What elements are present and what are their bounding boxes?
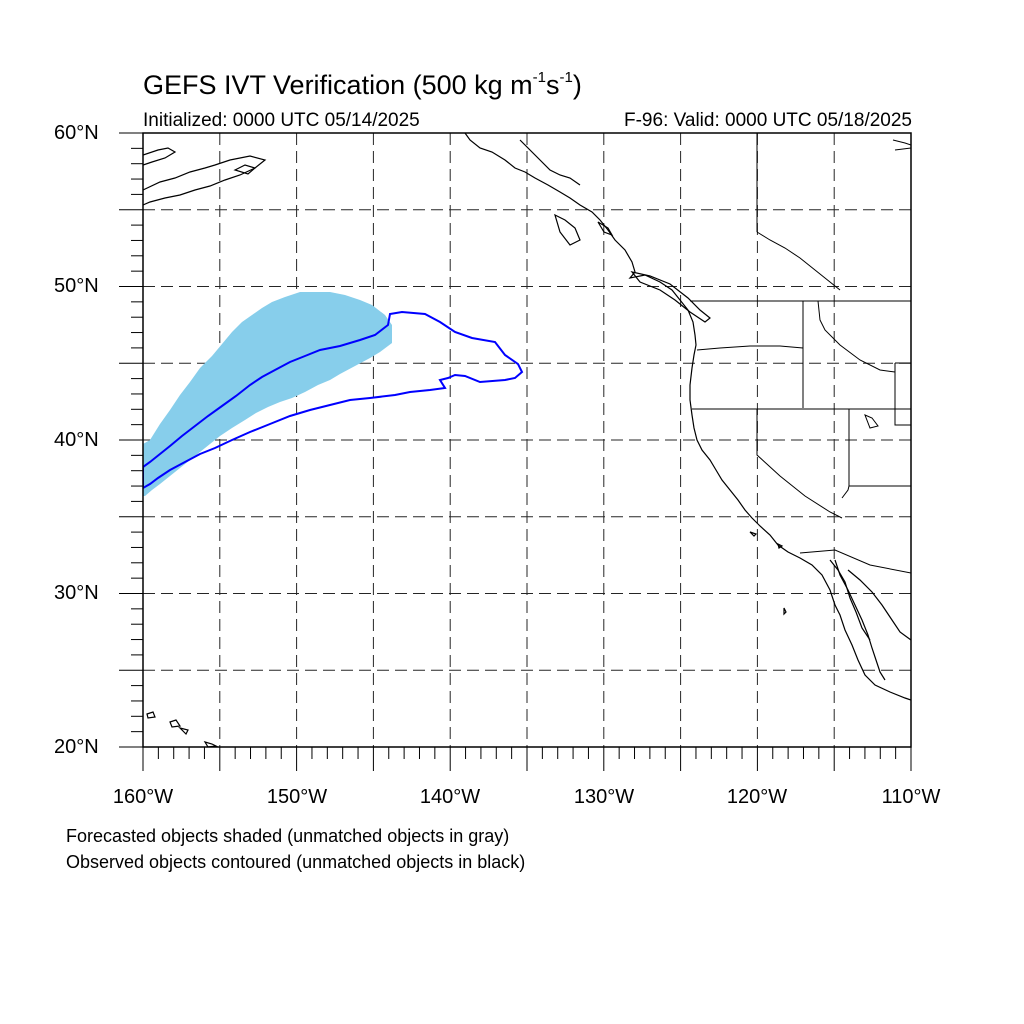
lat-label-40: 40°N [54,429,99,451]
lon-label-110w: 110°W [881,786,941,808]
lon-label-130w: 130°W [573,786,635,808]
valid-time: F-96: Valid: 0000 UTC 05/18/2025 [624,110,912,131]
lon-label-160w: 160°W [112,786,174,808]
forecast-note: Forecasted objects shaded (unmatched obj… [66,826,510,846]
grid-lines [143,133,911,747]
observed-object-contour [143,310,524,490]
lon-label-140w: 140°W [419,786,481,808]
coastlines [143,133,911,747]
chart-title: GEFS IVT Verification (500 kg m-1s-1) [143,69,582,100]
lat-label-20: 20°N [54,736,99,758]
lat-label-50: 50°N [54,275,99,297]
lat-label-30: 30°N [54,582,99,604]
observed-note: Observed objects contoured (unmatched ob… [66,852,526,872]
state-boundaries [690,133,911,574]
forecast-object [143,292,392,496]
lon-label-150w: 150°W [266,786,328,808]
initialized-time: Initialized: 0000 UTC 05/14/2025 [143,110,420,131]
lat-label-60: 60°N [54,122,99,144]
lon-label-120w: 120°W [726,786,788,808]
axis-ticks [119,132,912,771]
